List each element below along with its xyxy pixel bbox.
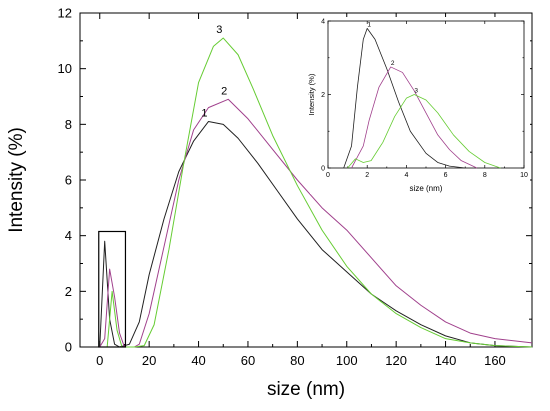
inset-series-group bbox=[343, 27, 501, 169]
inset-y-tick-label: 2 bbox=[321, 92, 325, 99]
inset-x-tick-label: 8 bbox=[483, 172, 487, 179]
inset-x-tick-label: 6 bbox=[444, 172, 448, 179]
main-x-tick-label: 0 bbox=[96, 353, 103, 368]
inset-plot: 024 0 2 4 6 8 10 123 size (nm) Intensity (%) bbox=[307, 17, 530, 194]
main-series-line-2 bbox=[99, 98, 533, 348]
inset-series-label-2: 2 bbox=[391, 60, 395, 67]
main-x-tick-label: 40 bbox=[191, 353, 205, 368]
inset-series-line-2 bbox=[351, 66, 478, 169]
main-x-tick-label: 160 bbox=[484, 353, 506, 368]
zoom-region-box bbox=[98, 230, 127, 348]
inset-annotations: 1 2 3 bbox=[367, 21, 418, 94]
inset-series-label-1: 1 bbox=[367, 21, 371, 28]
inset-y-tick-label: 0 bbox=[321, 165, 325, 172]
main-x-tick-label: 140 bbox=[435, 353, 457, 368]
inset-x-tick-label: 10 bbox=[520, 172, 528, 179]
main-y-axis-label: Intensity (%) bbox=[6, 127, 27, 233]
main-x-axis: 0 20 40 60 80 100 120 140 160 bbox=[96, 13, 506, 368]
main-x-axis-label: size (nm) bbox=[267, 379, 345, 400]
main-y-tick-label: 12 bbox=[58, 6, 72, 21]
inset-x-tick-label: 2 bbox=[365, 172, 369, 179]
inset-series-line-1 bbox=[343, 27, 466, 169]
inset-x-axis: 0 2 4 6 8 10 bbox=[326, 21, 528, 179]
main-y-tick-label: 10 bbox=[58, 61, 72, 76]
inset-y-tick-label: 4 bbox=[321, 18, 325, 25]
main-x-tick-label: 80 bbox=[290, 353, 304, 368]
inset-series-line-3 bbox=[347, 94, 501, 169]
main-x-tick-label: 120 bbox=[385, 353, 407, 368]
inset-x-tick-label: 4 bbox=[404, 172, 408, 179]
main-y-tick-label: 0 bbox=[65, 340, 72, 355]
main-series-label-3: 3 bbox=[216, 24, 222, 36]
main-y-tick-label: 4 bbox=[65, 228, 72, 243]
main-x-tick-label: 100 bbox=[336, 353, 358, 368]
inset-x-tick-label: 0 bbox=[326, 172, 330, 179]
main-x-tick-label: 60 bbox=[241, 353, 255, 368]
main-y-tick-label: 2 bbox=[65, 284, 72, 299]
main-y-tick-label: 8 bbox=[65, 117, 72, 132]
inset-y-axis: 0 2 4 bbox=[321, 18, 524, 172]
inset-y-axis-label: Intensity (%) bbox=[307, 73, 316, 115]
inset-background bbox=[310, 17, 530, 194]
inset-series-label-3: 3 bbox=[414, 88, 418, 95]
inset-x-axis-label: size (nm) bbox=[410, 184, 443, 193]
main-x-tick-label: 20 bbox=[142, 353, 156, 368]
main-series-label-2: 2 bbox=[221, 85, 227, 97]
main-annotations: 1 2 3 bbox=[201, 24, 227, 120]
main-y-tick-label: 6 bbox=[65, 173, 72, 188]
main-series-label-1: 1 bbox=[201, 108, 207, 120]
